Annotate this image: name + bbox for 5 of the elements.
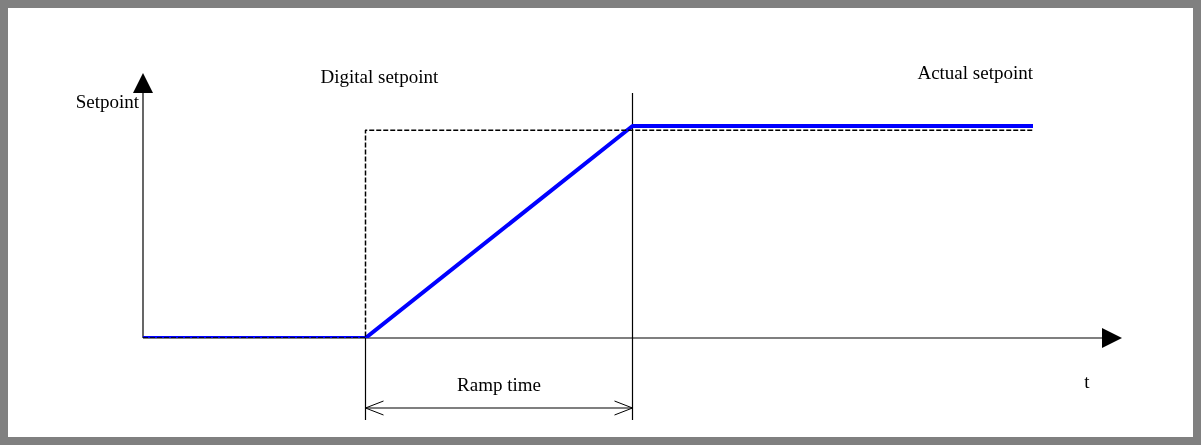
text: Digital setpoint: [320, 66, 439, 88]
x-axis-title: t: [1084, 370, 1091, 392]
text: Actual setpoint: [917, 61, 1034, 83]
text: Ramp time: [457, 373, 541, 395]
y-axis-title: Setpoint: [75, 90, 140, 112]
